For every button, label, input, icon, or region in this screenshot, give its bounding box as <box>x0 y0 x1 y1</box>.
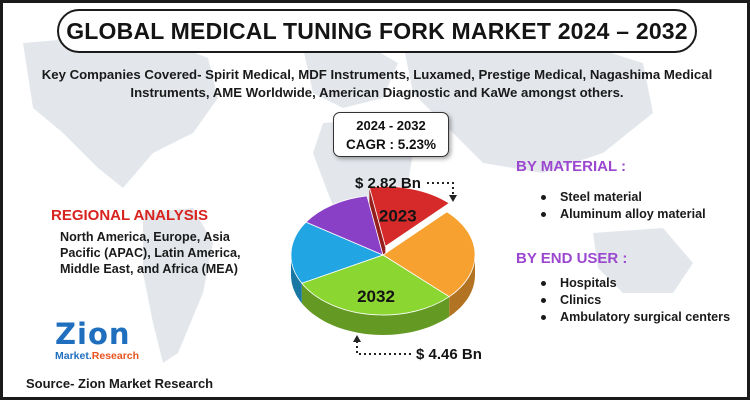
pie-slice-4 <box>305 195 384 256</box>
pie-slice-1 <box>382 211 476 298</box>
end-user-list: Hospitals Clinics Ambulatory surgical ce… <box>540 275 730 326</box>
regional-analysis-text: North America, Europe, Asia Pacific (APA… <box>60 230 241 276</box>
regional-analysis-title: REGIONAL ANALYSIS <box>51 207 208 224</box>
annotation-2023-value: $ 2.82 Bn <box>355 175 421 192</box>
annotation-2032-value: $ 4.46 Bn <box>416 346 482 363</box>
cagr-years: 2024 - 2032 <box>356 118 426 133</box>
by-material-title: BY MATERIAL : <box>516 158 627 175</box>
pie-slice-0 <box>368 185 450 248</box>
by-end-user-title: BY END USER : <box>516 250 628 267</box>
logo-sub-research: Research <box>91 350 140 362</box>
key-companies-text: Key Companies Covered- Spirit Medical, M… <box>41 67 713 100</box>
logo-sub-market: Market. <box>55 350 92 362</box>
page-title-text: GLOBAL MEDICAL TUNING FORK MARKET 2024 –… <box>66 17 688 44</box>
material-item-steel: Steel material <box>540 189 706 206</box>
pie-slice-side-2 <box>301 283 450 335</box>
pie-slice-side-1 <box>449 254 475 317</box>
end-user-item-ambulatory: Ambulatory surgical centers <box>540 309 730 326</box>
cagr-value: CAGR : 5.23% <box>345 137 437 152</box>
pie-slice-2 <box>301 254 450 316</box>
pie-slice-side-3 <box>291 253 302 304</box>
pie-label-2023: 2023 <box>379 206 417 225</box>
zion-logo: Zion Market.Research <box>55 319 151 365</box>
end-user-item-clinics: Clinics <box>540 292 730 309</box>
material-item-aluminum: Aluminum alloy material <box>540 206 706 223</box>
pie-slice-3 <box>290 221 385 284</box>
material-list: Steel material Aluminum alloy material <box>540 189 706 223</box>
logo-subtitle: Market.Research <box>55 350 151 362</box>
logo-word: Zion <box>55 317 131 351</box>
cagr-box: 2024 - 2032 CAGR : 5.23% <box>333 112 449 157</box>
page-title: GLOBAL MEDICAL TUNING FORK MARKET 2024 –… <box>57 9 697 53</box>
end-user-item-hospitals: Hospitals <box>540 275 730 292</box>
pie-label-2032: 2032 <box>357 287 395 306</box>
source-text: Source- Zion Market Research <box>26 376 214 391</box>
pie-chart: 2023 2032 <box>290 185 476 335</box>
